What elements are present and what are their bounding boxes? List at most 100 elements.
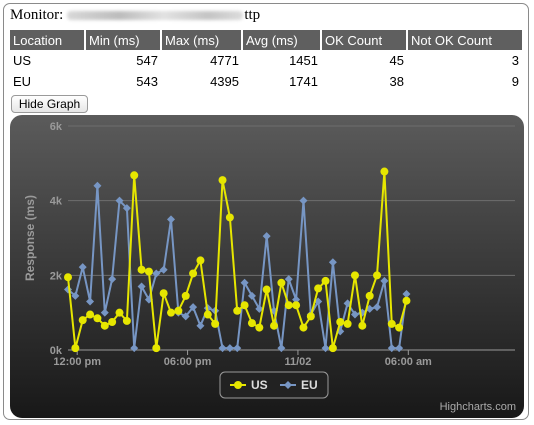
legend-marker <box>234 381 242 389</box>
data-point <box>247 319 256 328</box>
table-cell: 38 <box>389 74 404 89</box>
data-point <box>402 296 411 305</box>
data-point <box>233 344 242 353</box>
data-point <box>167 308 176 317</box>
y-axis-label: Response (ms) <box>23 195 37 281</box>
data-point <box>299 196 308 205</box>
legend-label: EU <box>301 378 318 392</box>
table-cell: 547 <box>136 53 158 68</box>
data-point <box>86 297 95 306</box>
data-point <box>314 284 323 293</box>
x-tick-label: 06:00 pm <box>164 356 212 368</box>
data-point <box>240 278 249 287</box>
data-point <box>71 291 80 300</box>
data-point <box>284 301 293 310</box>
table-cell: 3 <box>511 53 519 68</box>
data-point <box>93 314 102 323</box>
monitor-url-suffix: ttp <box>244 7 261 23</box>
chart-credits[interactable]: Highcharts.com <box>440 401 516 413</box>
data-point <box>343 319 352 328</box>
data-point <box>196 256 205 265</box>
column-header: Max (ms) <box>161 30 243 50</box>
data-point <box>189 303 198 312</box>
data-point <box>262 232 271 241</box>
data-point <box>395 323 404 332</box>
data-point <box>218 176 227 185</box>
data-point <box>78 316 87 325</box>
column-header: Avg (ms) <box>242 30 322 50</box>
table-cell: 4395 <box>210 74 239 89</box>
data-point <box>108 318 117 326</box>
redacted-url <box>67 11 244 21</box>
data-point <box>395 344 404 353</box>
data-point <box>299 323 308 332</box>
data-point <box>78 263 87 272</box>
data-point <box>122 204 131 213</box>
table-cell: 45 <box>389 53 404 68</box>
data-point <box>174 306 183 315</box>
data-point <box>328 344 337 353</box>
column-header: Not OK Count <box>407 30 522 50</box>
data-point <box>336 327 345 336</box>
chart-background <box>10 115 524 418</box>
table-cell: 543 <box>136 74 158 89</box>
data-point <box>181 291 190 300</box>
hide-graph-button[interactable]: Hide Graph <box>11 95 88 113</box>
monitor-label: Monitor: <box>10 7 64 23</box>
data-point <box>137 282 146 291</box>
data-point <box>255 323 264 332</box>
data-point <box>306 312 315 321</box>
data-point <box>86 310 95 319</box>
data-point <box>100 321 109 330</box>
data-point <box>387 319 396 328</box>
table-cell: 9 <box>511 74 519 89</box>
data-point <box>380 167 389 176</box>
data-point <box>100 308 109 317</box>
data-point <box>402 290 411 298</box>
data-point <box>225 213 234 222</box>
legend-marker <box>284 381 292 389</box>
data-point <box>159 289 168 298</box>
data-point <box>321 344 330 353</box>
data-point <box>336 318 345 326</box>
data-point <box>321 276 330 285</box>
data-point <box>211 319 220 328</box>
data-point <box>247 291 256 300</box>
legend-item-us[interactable]: US <box>230 378 268 392</box>
y-tick-label: 6k <box>50 121 63 133</box>
data-point <box>152 269 161 278</box>
data-point <box>115 196 124 205</box>
data-point <box>233 306 242 315</box>
data-point <box>159 265 168 274</box>
data-point <box>64 273 72 282</box>
data-point <box>284 275 293 284</box>
data-point <box>373 303 382 312</box>
data-point <box>130 171 139 180</box>
data-point <box>189 269 198 278</box>
y-tick-label: 0k <box>50 345 63 357</box>
table-cell: EU <box>13 74 32 89</box>
data-point <box>380 276 389 285</box>
data-point <box>152 344 161 353</box>
column-header: Min (ms) <box>85 30 162 50</box>
legend-item-eu[interactable]: EU <box>280 378 318 392</box>
data-point <box>387 344 396 353</box>
table-header-row: Location Min (ms) Max (ms) Avg (ms) OK C… <box>10 30 522 50</box>
x-tick-label: 06:00 am <box>385 356 432 368</box>
x-tick-label: 11/02 <box>284 356 311 368</box>
legend-box <box>219 371 329 399</box>
response-chart-svg: 0k 2k 4k 6k 12:00 pm 06:00 pm 11/02 06:00 am Res… <box>10 115 524 418</box>
table-cell: US <box>13 53 32 68</box>
data-point <box>122 316 131 325</box>
response-chart: 0k 2k 4k 6k 12:00 pm 06:00 pm 11/02 06:00 am Res… <box>10 115 524 423</box>
data-point <box>115 308 124 317</box>
table-row: EU 543 4395 1741 38 9 <box>10 71 522 92</box>
data-point <box>181 312 190 321</box>
column-header: Location <box>10 30 86 50</box>
data-point <box>130 344 139 353</box>
data-point <box>203 310 212 319</box>
data-point <box>270 321 279 330</box>
y-tick-label: 4k <box>50 196 63 208</box>
data-point <box>277 278 286 287</box>
data-point <box>196 321 205 330</box>
